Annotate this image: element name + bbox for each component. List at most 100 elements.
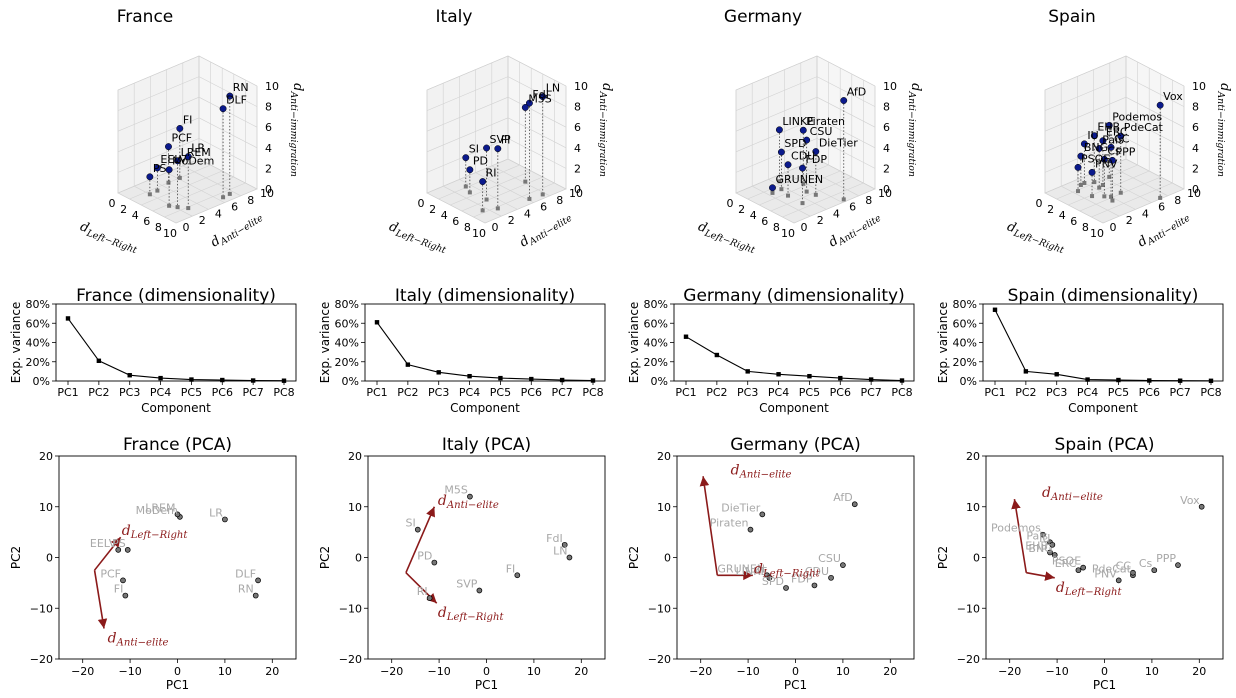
data-point [775,126,783,134]
grid-line [475,172,534,203]
variance-marker [899,378,905,383]
data-point [799,126,807,134]
y-tick-label: 60% [26,317,50,330]
z-tick-label: 10 [265,80,279,93]
floor-marker [480,208,485,213]
point-label: FI [183,113,193,126]
data-point [146,173,154,181]
point-label: CSU [810,125,833,138]
point-label: FI [114,583,124,596]
point-label: EHB [1025,539,1048,552]
data-point [783,585,789,591]
point-label: Podemos [1112,110,1162,123]
data-point [799,164,806,172]
data-point [769,184,776,192]
y-tick-label: −10 [30,602,53,615]
grid-line [450,170,532,206]
x-tick-label: PC3 [428,386,449,399]
y-tick-label: 8 [1174,194,1181,207]
data-point [521,104,529,111]
y-tick-label: 2 [199,214,206,227]
x-tick-label: PC2 [1015,386,1036,399]
x-tick-label: 0 [1036,197,1043,210]
variance-panel: 0% 20% 40% 60% 80% PC1 PC2 PC3 PC4 PC5 PC6 PC7 PC8 Fr… [9,286,297,415]
point-label: EELV [160,153,187,166]
floor-marker [1090,194,1095,199]
x-tick-label: 4 [441,209,448,222]
arrow-label: dAnti−elite [108,631,169,649]
x-tick-label: PC1 [366,386,387,399]
variance-marker [127,373,132,378]
point-label: CDU [791,150,815,163]
variance-panel: 0% 20% 40% 60% 80% PC1 PC2 PC3 PC4 PC5 PC6 PC7 PC8 Sp… [936,286,1224,415]
loading-arrow [699,476,719,576]
floor-marker [1110,198,1115,203]
grid-line [1109,165,1168,197]
x-tick-label: 0 [174,665,181,678]
y-tick-label: 40% [26,337,50,350]
data-point [1049,541,1056,548]
grid-line [117,55,200,91]
floor-marker [1076,189,1081,194]
pca-panel: −20 −10 0 10 20 −20 −10 0 10 20 Vox PodemosPaisIUEH… [936,435,1224,692]
floor-marker [770,190,775,195]
variance-marker [683,334,689,339]
y-tick-label: 10 [39,501,53,514]
variance-marker [65,316,71,321]
x-tick-label: PC1 [675,386,696,399]
data-point [466,166,474,174]
grid-line [507,96,567,128]
point-label: LREM [181,146,211,159]
data-point [840,97,848,104]
pca-panel: −20 −10 0 10 20 −20 −10 0 10 20 AfD DieTier Piraten G… [627,435,915,692]
x-tick-label: 2 [429,203,436,216]
y-axis-label: Exp. variance [318,302,332,384]
y-tick-label: 0% [342,375,359,388]
x-tick-label: PC8 [582,386,603,399]
data-point [165,166,173,174]
x-axis-label: dLeft−Right [386,219,449,256]
x-tick-label: 10 [163,227,177,240]
scatter3d-panel: 0 2 4 6 8 10 02468100246810ItalyFdILNM5SSVPFIS… [418,7,589,240]
variance-marker [281,378,287,383]
data-point [226,92,234,100]
x-tick-label: −20 [71,665,94,678]
x-tick-label: 4 [132,209,139,222]
z-tick-label: 0 [883,183,890,196]
x-axis-label: PC1 [1093,678,1116,692]
data-point [462,154,470,162]
data-point [514,572,521,579]
grid-line [1125,138,1185,169]
grid-line [198,76,258,107]
grid-line [816,158,876,190]
y-tick-label: 0% [33,375,50,388]
y-tick-label: 0 [1110,221,1117,234]
point-label: PS [153,162,167,175]
y-axis-label: PC2 [936,546,950,569]
data-point [1105,121,1113,129]
x-axis-label: Component [1068,401,1138,415]
point-label: PPP [1156,552,1176,565]
y-tick-label: 60% [953,317,977,330]
chart-title: Spain [1048,7,1096,27]
z-tick-label: 8 [574,101,581,114]
y-tick-label: 0 [183,221,190,234]
chart-title: France (PCA) [123,435,232,455]
grid-line [507,55,567,87]
x-axis-label: dLeft−Right [77,219,140,256]
data-point [1099,137,1107,145]
floor-marker [1107,174,1112,179]
point-label: GRUNEN [775,173,823,186]
data-point [120,577,126,584]
grid-line [770,176,852,212]
chart-title: Spain (dimensionality) [1008,286,1199,306]
arrow-label: dAnti−elite [1042,485,1103,503]
data-point [828,574,834,581]
y-tick-label: 6 [540,201,547,214]
data-point [1095,145,1103,152]
variance-marker [590,378,596,383]
point-label: SI [406,517,416,530]
point-label: Podemos [991,522,1041,535]
x-tick-label: PC4 [1077,386,1098,399]
z-axis-label: dAnti−immigration [288,83,305,177]
